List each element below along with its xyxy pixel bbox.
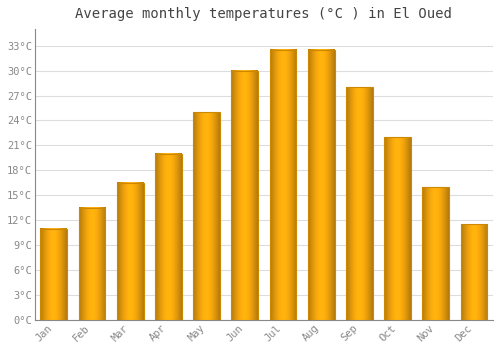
Bar bbox=[422, 187, 449, 320]
Bar bbox=[193, 112, 220, 320]
Bar bbox=[232, 71, 258, 320]
Bar bbox=[40, 229, 67, 320]
Title: Average monthly temperatures (°C ) in El Oued: Average monthly temperatures (°C ) in El… bbox=[76, 7, 452, 21]
Bar bbox=[384, 137, 411, 320]
Bar bbox=[460, 224, 487, 320]
Bar bbox=[117, 183, 143, 320]
Bar bbox=[308, 50, 334, 320]
Bar bbox=[155, 154, 182, 320]
Bar bbox=[346, 87, 372, 320]
Bar bbox=[270, 50, 296, 320]
Bar bbox=[78, 208, 106, 320]
